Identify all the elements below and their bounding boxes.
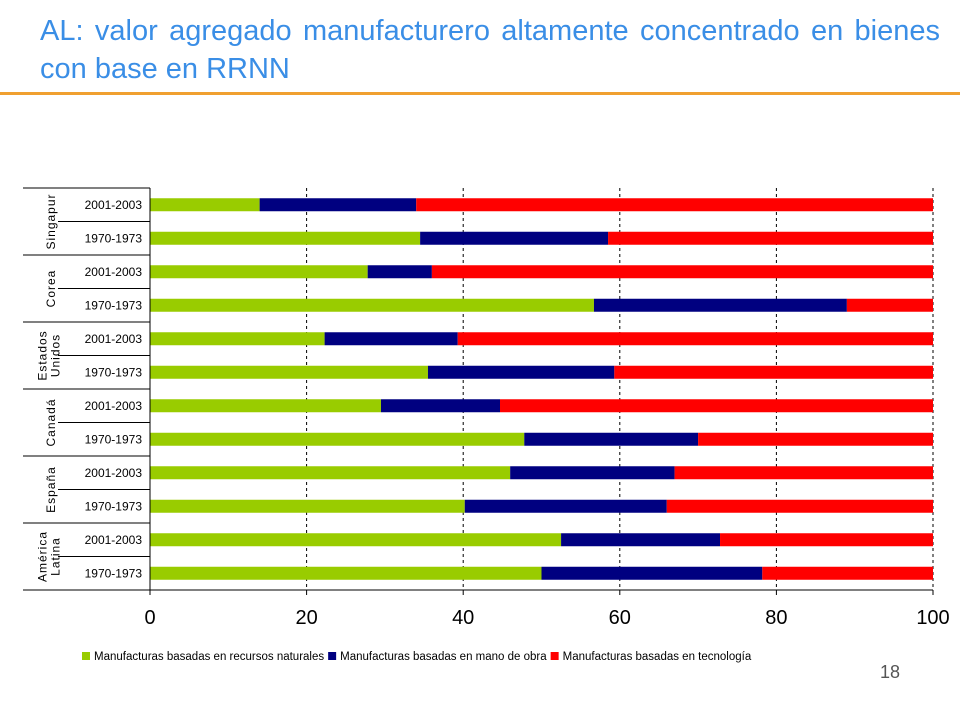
slide-title: AL: valor agregado manufacturero altamen… [40,15,940,85]
bar-segment [561,533,721,547]
legend-swatch [328,652,337,660]
bar-segment [380,399,501,413]
bar-segment [457,332,933,346]
x-tick-label: 40 [452,607,474,629]
period-label: 2001-2003 [85,332,143,346]
bar-segment [367,265,432,279]
bar-segment [608,231,933,245]
legend-swatch [550,652,559,660]
bar-segment [150,332,325,346]
period-label: 1970-1973 [85,499,143,513]
period-label: 1970-1973 [85,298,143,312]
legend-label: Manufacturas basadas en recursos natural… [94,651,324,663]
bar-segment [593,298,847,312]
group-label: Corea [44,270,58,308]
bar-segment [150,198,260,212]
bar-segment [259,198,417,212]
period-label: 1970-1973 [85,432,143,446]
period-label: 1970-1973 [85,566,143,580]
group-label: Unidos [49,334,63,377]
bar-segment [464,499,667,513]
x-tick-label: 0 [144,607,155,629]
bar-segment [150,566,542,580]
group-label: Singapur [44,193,58,249]
bar-segment [150,432,525,446]
legend-label: Manufacturas basadas en mano de obra [340,651,547,663]
period-label: 1970-1973 [85,365,143,379]
bar-segment [698,432,933,446]
legend-swatch [82,652,90,660]
legend-label: Manufacturas basadas en tecnología [563,651,752,663]
bar-segment [150,265,368,279]
bar-segment [150,399,381,413]
bar-segment [524,432,699,446]
bar-segment [420,231,609,245]
period-label: 2001-2003 [85,265,143,279]
bar-segment [666,499,933,513]
period-label: 2001-2003 [85,198,143,212]
period-label: 2001-2003 [85,466,143,480]
group-label: España [44,466,58,513]
bar-segment [150,231,421,245]
bar-segment [674,466,933,480]
period-label: 1970-1973 [85,231,143,245]
bar-segment [500,399,933,413]
period-label: 2001-2003 [85,533,143,547]
bar-segment [614,365,933,379]
group-label: América [36,531,50,582]
x-tick-label: 20 [295,607,317,629]
title-divider [0,92,960,95]
x-tick-label: 60 [609,607,631,629]
group-label: Latina [49,537,63,576]
period-label: 2001-2003 [85,399,143,413]
bar-segment [427,365,615,379]
bar-segment [541,566,763,580]
bar-segment [720,533,933,547]
group-label: Estados [36,330,50,380]
x-tick-label: 100 [916,607,949,629]
bar-segment [510,466,675,480]
bar-segment [431,265,933,279]
bar-segment [150,499,465,513]
bar-segment [324,332,458,346]
bar-segment [416,198,934,212]
page-number: 18 [880,662,901,682]
bar-segment [846,298,933,312]
x-tick-label: 80 [765,607,787,629]
bar-segment [150,466,511,480]
bar-segment [150,298,594,312]
bar-segment [762,566,933,580]
bar-segment [150,533,562,547]
bar-segment [150,365,428,379]
group-label: Canadá [44,398,58,446]
